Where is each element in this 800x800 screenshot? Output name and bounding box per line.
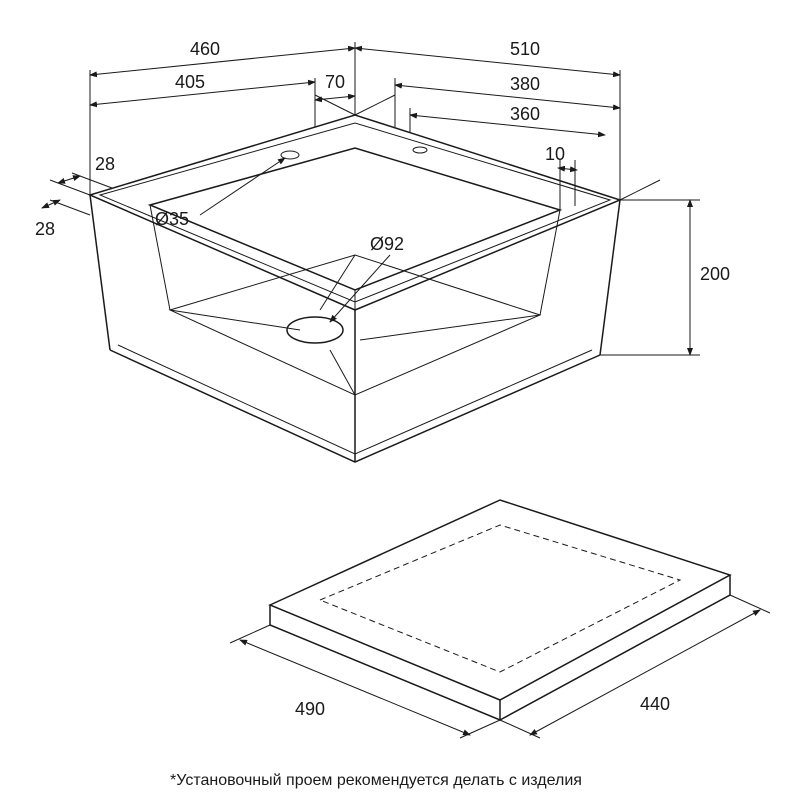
dim-28v: 28 — [35, 219, 55, 239]
dim-510: 510 — [510, 39, 540, 59]
dim-440: 440 — [640, 694, 670, 714]
dim-200: 200 — [700, 264, 730, 284]
sink-isometric: 460 405 70 28 28 510 380 360 10 — [35, 39, 730, 462]
footnote-text: *Установочный проем рекомендуется делать… — [170, 772, 582, 789]
dim-d92: Ø92 — [370, 234, 404, 254]
dim-d35: Ø35 — [155, 209, 189, 229]
dim-10: 10 — [545, 144, 565, 164]
cutout-template: 490 440 — [230, 500, 770, 738]
dim-360: 360 — [510, 104, 540, 124]
dim-490: 490 — [295, 699, 325, 719]
dim-405: 405 — [175, 72, 205, 92]
dim-70: 70 — [325, 72, 345, 92]
dim-28h: 28 — [95, 154, 115, 174]
technical-drawing: 460 405 70 28 28 510 380 360 10 — [0, 0, 800, 800]
dim-460: 460 — [190, 39, 220, 59]
dim-380: 380 — [510, 74, 540, 94]
